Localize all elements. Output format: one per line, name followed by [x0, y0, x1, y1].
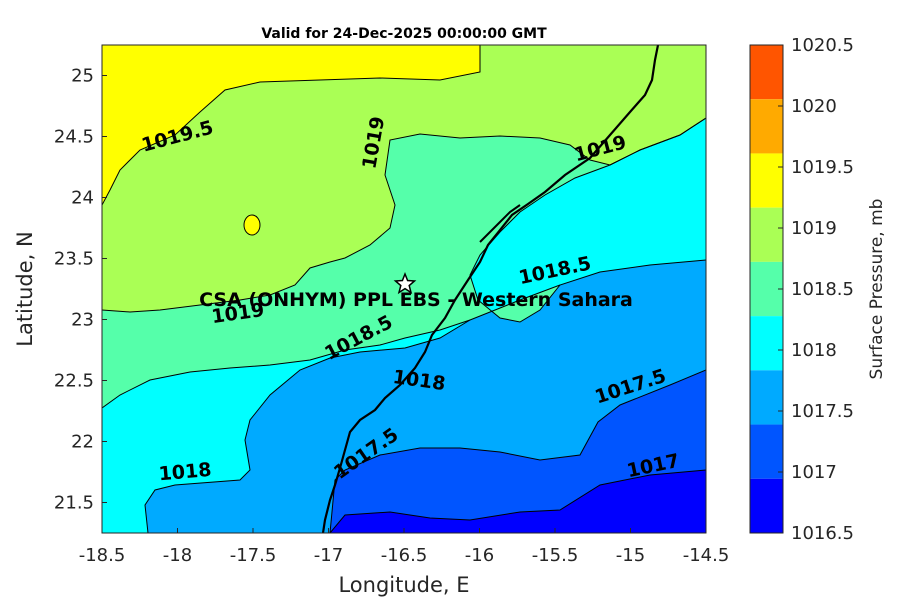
colorbar-tick-label: 1017.5 [791, 401, 854, 422]
colorbar-tick-label: 1019 [791, 218, 837, 239]
contour-label: 1018 [158, 459, 213, 486]
x-tick-label: -15.5 [532, 545, 579, 566]
colorbar-swatch [750, 207, 783, 262]
colorbar-swatch [750, 261, 783, 317]
colorbar-tick-label: 1018.5 [791, 279, 854, 300]
y-tick-label: 23 [71, 310, 94, 331]
peninsula [479, 204, 521, 243]
y-tick-label: 22.5 [54, 371, 94, 392]
x-tick-label: -16 [465, 545, 494, 566]
x-axis-label: Longitude, E [338, 573, 469, 597]
x-axis: -18.5 -18 -17.5 -17 -16.5 -16 -15.5 -15 -14.5 [79, 528, 730, 566]
coastline [321, 45, 660, 533]
colorbar-tick-label: 1020.5 [791, 35, 854, 56]
colorbar-swatch [750, 424, 783, 479]
y-tick-label: 22 [71, 432, 94, 453]
colorbar-swatch [750, 99, 783, 154]
x-tick-label: -18 [163, 545, 192, 566]
colorbar-tick-label: 1018 [791, 340, 837, 361]
contour-lines [102, 45, 706, 533]
y-axis: 21.5 22 22.5 23 23.5 24 24.5 25 [54, 66, 107, 514]
colorbar-label: Surface Pressure, mb [867, 199, 887, 380]
colorbar-swatch [750, 153, 783, 208]
colorbar-swatch [750, 370, 783, 425]
colorbar-tick-label: 1019.5 [791, 157, 854, 178]
x-tick-label: -17 [314, 545, 343, 566]
high-pressure-cell [243, 214, 261, 236]
y-tick-label: 23.5 [54, 249, 94, 270]
x-tick-label: -14.5 [683, 545, 730, 566]
colorbar-swatch [750, 316, 783, 371]
y-tick-label: 21.5 [54, 493, 94, 514]
x-tick-label: -18.5 [79, 545, 126, 566]
y-tick-label: 24.5 [54, 127, 94, 148]
colorbar-swatch [750, 45, 783, 100]
colorbar-swatch [750, 478, 783, 533]
site-star-icon [393, 271, 417, 295]
band-1019 [102, 45, 706, 312]
y-tick-label: 25 [71, 66, 94, 87]
y-tick-label: 24 [71, 188, 94, 209]
band-1019-5 [102, 45, 480, 205]
colorbar-tick-label: 1016.5 [791, 523, 854, 544]
colorbar-tick-label: 1017 [791, 462, 837, 483]
colorbar: 1020.5 1020 1019.5 1019 1018.5 1018 1017.5 1017… [749, 35, 854, 544]
site-label: CSA (ONHYM) PPL EBS - Western Sahara [199, 289, 633, 311]
figure-title: Valid for 24-Dec-2025 00:00:00 GMT [261, 26, 547, 42]
y-axis-label: Latitude, N [13, 231, 37, 347]
colorbar-tick-label: 1020 [791, 96, 837, 117]
x-tick-label: -15 [616, 545, 645, 566]
x-tick-label: -16.5 [381, 545, 428, 566]
x-tick-label: -17.5 [230, 545, 277, 566]
